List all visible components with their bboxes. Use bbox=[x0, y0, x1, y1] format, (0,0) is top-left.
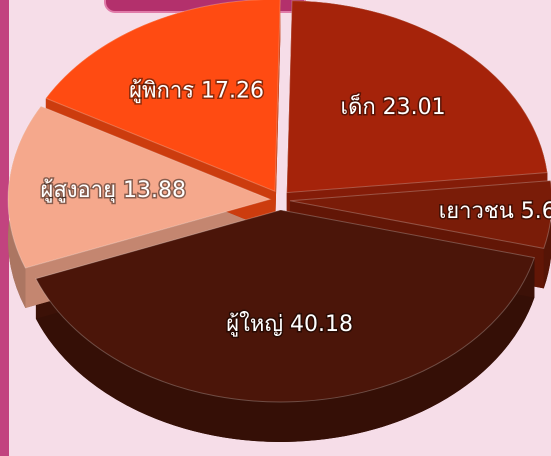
data-label: เยาวชน 5.66 bbox=[439, 199, 551, 224]
left-strip bbox=[0, 0, 9, 456]
data-label: เด็ก 23.01 bbox=[341, 92, 446, 120]
data-label: ผู้สูงอายุ 13.88 bbox=[40, 178, 186, 203]
pie-slice bbox=[7, 105, 272, 269]
pie-tops bbox=[7, 0, 551, 403]
pie-slice bbox=[35, 209, 536, 403]
pie-slice bbox=[45, 0, 281, 193]
slice-side bbox=[543, 180, 551, 289]
data-label: ผู้ใหญ่ 40.18 bbox=[226, 311, 353, 337]
slice-wall bbox=[275, 0, 281, 232]
pie-slice bbox=[286, 0, 548, 194]
slice-side bbox=[35, 257, 535, 442]
data-label: ผู้พิการ 17.26 bbox=[129, 78, 264, 103]
pie-labels: เด็ก 23.01 เยาวชน 5.66 ผู้ใหญ่ 40.18 ผู้สูง… bbox=[39, 77, 551, 339]
